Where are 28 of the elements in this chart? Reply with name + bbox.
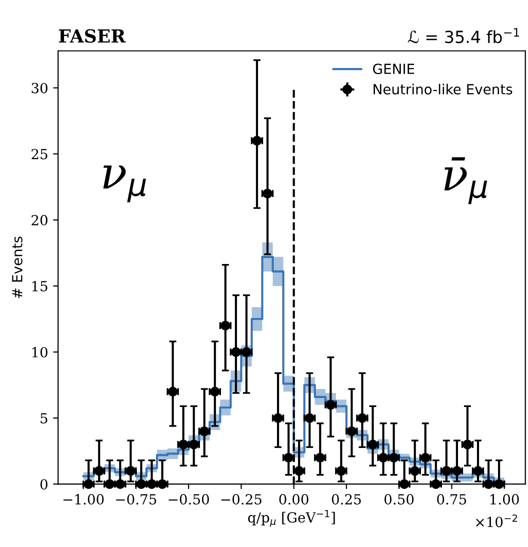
x-tick-label: 0.75 bbox=[437, 494, 466, 505]
x-tick-label: 0.25 bbox=[332, 494, 361, 505]
annotation: ν̄$_{μ}$ bbox=[444, 157, 488, 204]
y-tick-label: 20 bbox=[32, 214, 48, 226]
x-tick-label: 1.00 bbox=[490, 494, 519, 505]
x-tick-label: −0.75 bbox=[116, 494, 156, 505]
x-axis-title: q/p$_{μ}$ [GeV$^{−1}$] bbox=[248, 510, 335, 527]
point bbox=[494, 479, 504, 489]
annotation: ν$_{μ}$ bbox=[103, 165, 146, 202]
y-tick-label: 25 bbox=[32, 148, 48, 160]
legend-label: GENIE bbox=[373, 64, 414, 74]
x-tick-label: −1.00 bbox=[64, 494, 104, 505]
point bbox=[157, 479, 168, 489]
text: ×10$^{−2}$ bbox=[476, 514, 517, 528]
y-tick-label: 30 bbox=[32, 82, 48, 94]
y-tick-label: 15 bbox=[32, 280, 48, 292]
x-tick-label: 0.50 bbox=[384, 494, 414, 505]
legend-label: Neutrino-like Events bbox=[374, 84, 512, 95]
y-tick-label: 5 bbox=[40, 413, 48, 424]
y-axis-title: # Events bbox=[12, 236, 22, 298]
x-tick-label: −0.50 bbox=[168, 494, 209, 505]
text: ℒ = 35.4 fb$^{−1}$ bbox=[408, 28, 520, 44]
chart-title: FASER bbox=[58, 29, 126, 43]
x-tick-label: −0.25 bbox=[221, 494, 262, 505]
y-tick-label: 0 bbox=[40, 479, 48, 490]
x-tick-label: 0.00 bbox=[279, 494, 308, 505]
point bbox=[146, 479, 157, 489]
y-tick-label: 10 bbox=[32, 346, 48, 358]
